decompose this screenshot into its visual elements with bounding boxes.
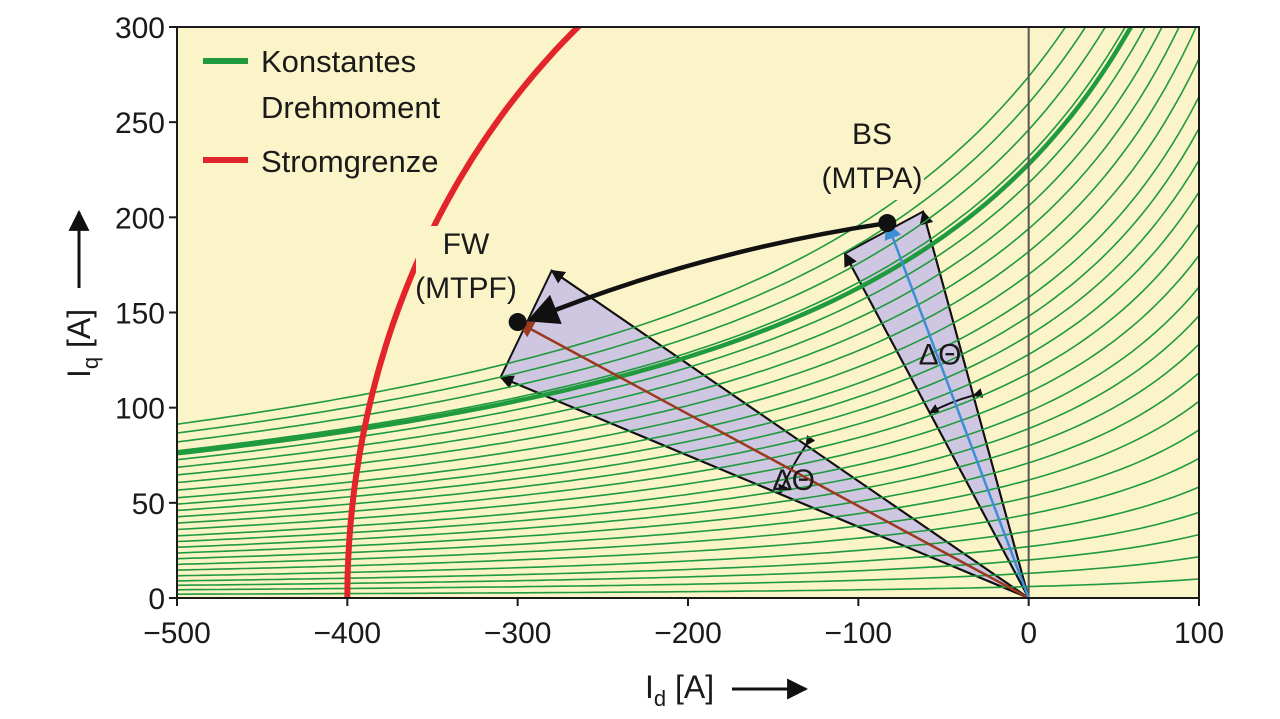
bs-label-line2: (MTPA) (821, 162, 922, 195)
x-axis-ticks: −500 −400 −300 −200 −100 0 100 (143, 598, 1224, 650)
x-axis-symbol: I (645, 669, 654, 705)
svg-text:Id [A]: Id [A] (645, 669, 714, 711)
fw-label: FW (MTPF) (415, 226, 517, 312)
wedge-edge-arrow (843, 252, 1030, 598)
operating-point-fw (508, 313, 527, 332)
y-tick-label: 0 (148, 583, 165, 616)
y-axis-ticks: 0 50 100 150 200 250 300 (115, 12, 177, 616)
x-tick-label: 100 (1174, 617, 1224, 650)
delta-theta-wedges (499, 210, 1030, 598)
delta-theta-label-fw: ΔΘ (772, 464, 815, 497)
current-vectors (516, 220, 1030, 600)
y-tick-label: 150 (115, 298, 165, 331)
x-tick-label: −300 (484, 617, 552, 650)
x-axis-subscript: d (654, 686, 666, 711)
trajectory-arrow (526, 220, 888, 325)
current-limit-curve (344, 27, 583, 598)
legend-label-torque-line2: Drehmoment (261, 90, 441, 125)
x-axis-unit: [A] (675, 669, 714, 705)
operating-point-bs (878, 214, 897, 233)
operating-points (508, 214, 897, 332)
y-tick-label: 300 (115, 12, 165, 45)
delta-theta-arc (928, 388, 984, 414)
wedge-edge-arrow (550, 269, 1030, 598)
x-tick-label: −100 (825, 617, 893, 650)
bs-label-line1: BS (852, 118, 892, 151)
x-tick-label: 0 (1020, 617, 1037, 650)
y-axis-unit: [A] (61, 309, 97, 348)
legend-label-torque-line1: Konstantes (261, 44, 416, 79)
current-vector-bs (884, 221, 1030, 599)
y-axis-label: Iq [A] (61, 209, 103, 378)
y-axis-symbol: I (61, 369, 97, 378)
x-tick-label: −500 (143, 617, 211, 650)
legend: Konstantes Drehmoment Stromgrenze (203, 44, 441, 179)
x-axis-label: Id [A] (645, 669, 809, 711)
y-tick-label: 100 (115, 393, 165, 426)
y-tick-label: 200 (115, 202, 165, 235)
y-tick-label: 50 (132, 488, 165, 521)
wedge-edge-arrow (499, 375, 1030, 598)
fw-label-line2: (MTPF) (415, 272, 517, 305)
legend-label-current-limit: Stromgrenze (261, 144, 438, 179)
y-tick-label: 250 (115, 107, 165, 140)
y-axis-subscript: q (78, 357, 103, 369)
x-tick-label: −200 (654, 617, 722, 650)
fw-label-line1: FW (443, 228, 490, 261)
bs-label: BS (MTPA) (820, 116, 924, 200)
x-tick-label: −400 (314, 617, 382, 650)
delta-theta-label-bs: ΔΘ (919, 338, 962, 371)
svg-text:Iq [A]: Iq [A] (61, 309, 103, 378)
current-vector-fw (516, 320, 1030, 600)
